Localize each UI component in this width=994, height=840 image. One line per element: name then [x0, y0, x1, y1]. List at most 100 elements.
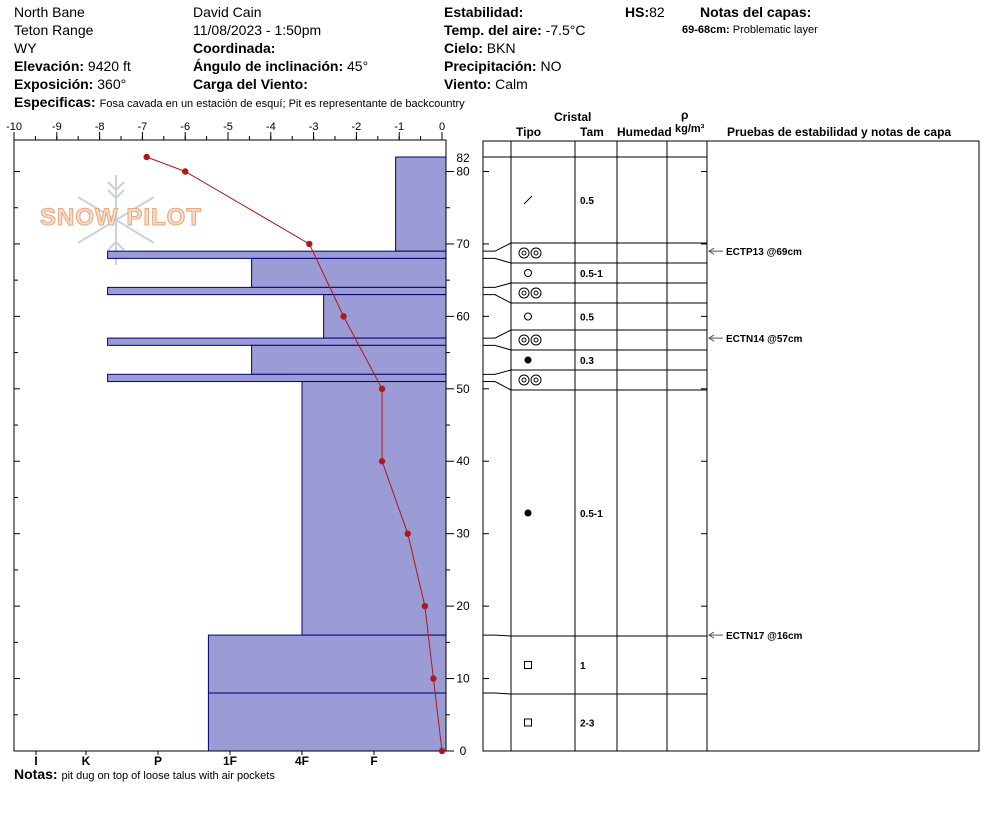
aspect-value: 360° [97, 76, 127, 92]
hardness-bar [107, 286, 447, 296]
layer-connector [483, 329, 512, 339]
stability-test-label: ECTN14 @57cm [726, 334, 803, 345]
height-top-label: 82 [456, 151, 470, 165]
hs-label: HS: [625, 4, 650, 20]
crystal-melt-form-icon [533, 377, 539, 383]
sky-value: BKN [486, 40, 516, 56]
temp-tick-label: -6 [180, 121, 190, 133]
hardness-scale-label: K [82, 754, 91, 768]
hardness-scale-label: P [154, 754, 162, 768]
layer-connector [483, 294, 512, 304]
layer-table-frame [482, 140, 980, 752]
layer-connector [483, 381, 512, 391]
temp-tick-label: -9 [52, 121, 62, 133]
temp-tick-label: -8 [95, 121, 105, 133]
elevation-label: Elevación: [14, 58, 85, 74]
stability-arrowhead [708, 334, 715, 342]
slope-value: 45° [347, 58, 369, 74]
snowflake-icon [77, 175, 155, 265]
stability-arrowhead [708, 247, 715, 255]
snowpilot-logo: SNOW PILOT [38, 170, 202, 270]
layer-connector [483, 634, 512, 637]
stability-label: Estabilidad: [444, 4, 524, 20]
hardness-scale-label: I [34, 754, 37, 768]
crystal-size-label: 0.5 [580, 196, 594, 207]
specifics-value: Fosa cavada en un estación de esquí; Pit… [99, 98, 465, 110]
wind-row: Viento: Calm [444, 76, 528, 92]
layer-connector [483, 692, 512, 695]
snowpilot-wordmark: SNOW PILOT [40, 204, 202, 232]
precip-label: Precipitación: [444, 58, 537, 74]
hardness-bar [107, 337, 447, 346]
height-tick-label: 50 [456, 382, 470, 396]
layer-notes-label: Notas del capas: [700, 4, 812, 20]
crystal-size-label: 0.3 [580, 356, 594, 367]
size-header: Tam [580, 125, 604, 139]
temperature-point [306, 240, 313, 248]
observer-name: David Cain [193, 4, 262, 20]
type-header: Tipo [516, 125, 542, 139]
layer-connector [483, 344, 512, 351]
crystal-melt-form-icon [521, 250, 527, 256]
height-tick-label: 10 [456, 672, 470, 686]
specifics-label: Especificas: [14, 94, 96, 110]
temp-tick-label: -5 [223, 121, 233, 133]
rho-header: ρ [681, 108, 689, 122]
hardness-bar [107, 250, 447, 259]
specifics-row: Especificas: Fosa cavada en un estación … [14, 94, 465, 110]
crystal-melt-form-icon [533, 337, 539, 343]
crystal-size-label: 1 [580, 661, 586, 672]
stability-test-label: ECTP13 @69cm [726, 247, 802, 258]
crystal-size-label: 0.5-1 [580, 269, 603, 280]
temperature-point [378, 385, 386, 393]
hardness-bar [251, 344, 447, 375]
crystal-melt-form-icon [518, 374, 530, 386]
hardness-bar [301, 381, 447, 636]
state-name: WY [14, 40, 37, 56]
notes-value: pit dug on top of loose talus with air p… [61, 770, 275, 782]
temp-tick-label: -3 [309, 121, 319, 133]
crystal-faceted-icon [524, 718, 532, 727]
hardness-scale-label: F [370, 754, 377, 768]
temperature-point [378, 458, 386, 465]
layer-connector [483, 282, 512, 288]
precip-value: NO [540, 58, 562, 74]
sky-label: Cielo: [444, 40, 483, 56]
aspect-label: Exposición: [14, 76, 94, 92]
temperature-point [340, 313, 347, 320]
hardness-bar [107, 373, 447, 383]
hardness-bar [207, 692, 447, 752]
height-tick-label: 80 [456, 164, 470, 178]
density-unit-header: kg/m³ [675, 123, 705, 135]
layer-note-range: 69-68cm: [682, 24, 730, 36]
stability-test-label: ECTN17 @16cm [726, 631, 803, 642]
crystal-size-label: 0.5-1 [580, 509, 603, 520]
slope-row: Ángulo de inclinación: 45° [193, 58, 368, 74]
temperature-point [438, 747, 446, 755]
hardness-scale-label: 1F [223, 754, 237, 768]
temperature-point [404, 530, 411, 537]
hardness-bar [207, 634, 447, 694]
temp-tick-label: 0 [439, 121, 445, 133]
temperature-point [430, 675, 437, 682]
crystal-melt-form-icon [521, 290, 527, 296]
crystal-melt-form-icon [518, 247, 530, 259]
crystal-rounded-grain-icon [524, 509, 532, 517]
crystal-faceted-icon [524, 661, 532, 669]
moisture-header: Humedad [617, 125, 672, 139]
wind-load-label: Carga del Viento: [193, 76, 308, 92]
hardness-scale-label: 4F [295, 754, 309, 768]
sky-row: Cielo: BKN [444, 40, 516, 56]
crystal-decomposing-icon [524, 312, 532, 321]
crystal-melt-form-icon [533, 250, 539, 256]
height-tick-label: 60 [456, 309, 470, 323]
air-temp-value: -7.5°C [545, 22, 586, 38]
crystal-melt-form-icon [530, 374, 542, 386]
height-tick-label: 20 [456, 599, 470, 613]
height-tick-label: 30 [456, 527, 470, 541]
crystal-melt-form-icon [518, 287, 530, 299]
temp-tick-label: -7 [138, 121, 148, 133]
temp-tick-label: -1 [394, 121, 404, 133]
temp-tick-label: -2 [352, 121, 362, 133]
layer-note-text: Problematic layer [732, 24, 818, 36]
